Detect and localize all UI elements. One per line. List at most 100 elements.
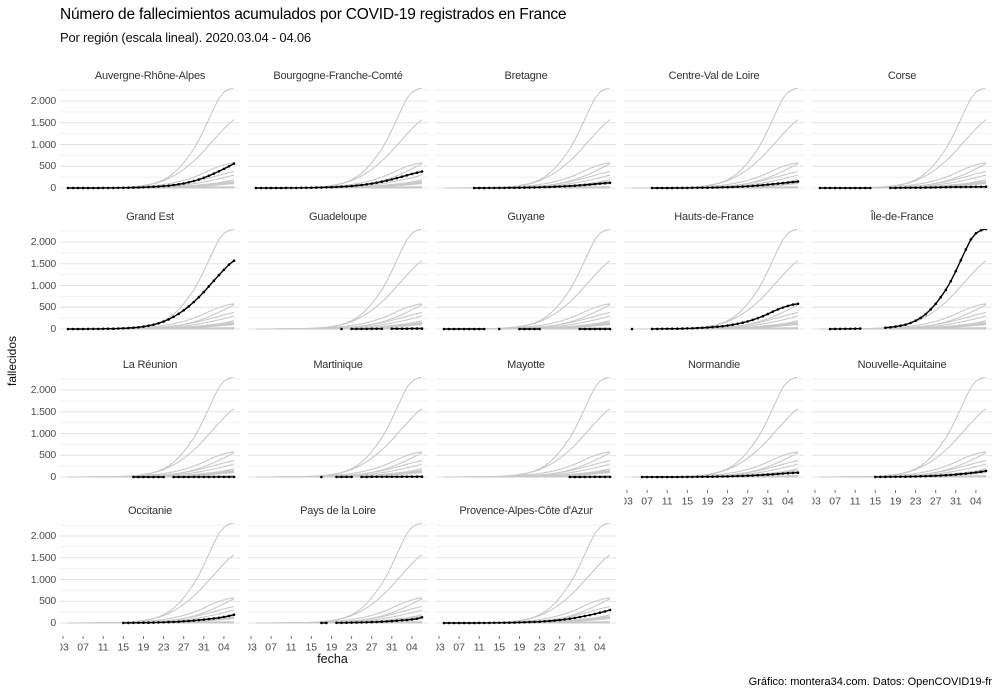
svg-text:03: 03 [624, 496, 633, 508]
facet-panel [248, 523, 428, 625]
facet-panel [436, 229, 616, 331]
svg-text:11: 11 [474, 642, 485, 654]
svg-text:11: 11 [662, 496, 673, 508]
facet-title: Pays de la Loire [300, 505, 376, 517]
facet-title: Grand Est [126, 211, 174, 223]
chart-subtitle: Por región (escala lineal). 2020.03.04 -… [60, 30, 311, 45]
svg-text:04: 04 [594, 642, 606, 654]
svg-text:31: 31 [574, 642, 586, 654]
svg-text:19: 19 [138, 642, 150, 654]
svg-text:27: 27 [930, 496, 942, 508]
svg-text:11: 11 [98, 642, 109, 654]
svg-text:27: 27 [366, 642, 378, 654]
facet-panel [436, 88, 616, 190]
y-axis-label: 500 [39, 160, 56, 173]
svg-text:27: 27 [178, 642, 190, 654]
x-axis-labels: 03 07 11 15 19 23 27 31 04 [624, 490, 794, 508]
y-axis-label: 1.500 [30, 257, 56, 270]
chart-caption: Gráfico: montera34.com. Datos: OpenCOVID… [748, 676, 992, 688]
facet-title: Mayotte [507, 359, 545, 371]
svg-text:07: 07 [77, 642, 89, 654]
y-axis-label: 500 [39, 301, 56, 314]
y-axis-label: 1.500 [30, 405, 56, 418]
svg-text:07: 07 [641, 496, 653, 508]
facet-title: Normandie [687, 359, 740, 371]
svg-text:31: 31 [950, 496, 962, 508]
facet-title: Hauts-de-France [674, 211, 754, 223]
facet-panel [248, 229, 428, 331]
facet-panel [436, 523, 616, 625]
svg-text:04: 04 [782, 496, 794, 508]
x-axis-labels: 03 07 11 15 19 23 27 31 04 [436, 636, 606, 654]
y-axis-label: 0 [50, 617, 56, 629]
x-axis-labels: 03 07 11 15 19 23 27 31 04 [812, 490, 982, 508]
y-axis-label: 2.000 [30, 530, 56, 542]
svg-text:04: 04 [406, 642, 418, 654]
svg-text:07: 07 [829, 496, 841, 508]
facet-title: Bretagne [504, 70, 548, 82]
svg-text:15: 15 [869, 496, 881, 508]
facet-panel [60, 523, 240, 625]
y-axis-label: 2.000 [30, 236, 56, 248]
svg-text:19: 19 [326, 642, 338, 654]
svg-text:03: 03 [248, 642, 257, 654]
svg-text:23: 23 [722, 496, 734, 508]
y-axis-label: 0 [50, 182, 56, 194]
facet-title: Provence-Alpes-Côte d'Azur [459, 505, 593, 517]
facet-title: Corse [887, 70, 917, 82]
facet-panel [812, 88, 992, 190]
y-axis-label: 1.500 [30, 116, 56, 129]
y-axis-label: 1.000 [30, 279, 56, 292]
svg-text:23: 23 [534, 642, 546, 654]
facet-title: Bourgogne-Franche-Comté [273, 70, 403, 82]
chart-title: Número de fallecimientos acumulados por … [60, 6, 567, 23]
svg-text:31: 31 [198, 642, 210, 654]
facet-title: Occitanie [127, 505, 173, 517]
svg-text:23: 23 [346, 642, 358, 654]
svg-text:03: 03 [436, 642, 445, 654]
facet-panel [248, 377, 428, 479]
facet-panel [60, 377, 240, 479]
facet-panel [60, 88, 240, 190]
facet-title: La Réunion [122, 359, 178, 371]
y-axis-label: 500 [39, 595, 56, 608]
svg-text:27: 27 [554, 642, 566, 654]
facet-panel [60, 229, 240, 331]
facet-title: Centre-Val de Loire [668, 70, 760, 82]
facet-panel [624, 229, 804, 331]
facet-title: Martinique [313, 359, 363, 371]
svg-text:19: 19 [890, 496, 902, 508]
facet-panel [624, 377, 804, 479]
y-axis-label: 2.000 [30, 95, 56, 107]
facet-title: Nouvelle-Aquitaine [857, 359, 947, 371]
facet-title: Île-de-France [870, 211, 934, 223]
svg-text:04: 04 [970, 496, 982, 508]
svg-text:15: 15 [493, 642, 505, 654]
svg-text:07: 07 [453, 642, 465, 654]
facet-panel [812, 377, 992, 479]
y-axis-label: 500 [39, 449, 56, 462]
svg-text:23: 23 [158, 642, 170, 654]
facet-title: Guadeloupe [309, 211, 367, 223]
svg-text:03: 03 [60, 642, 69, 654]
facet-panel [812, 229, 992, 331]
y-axis-label: 1.500 [30, 551, 56, 564]
facet-title: Guyane [507, 211, 545, 223]
y-axis-label: 1.000 [30, 138, 56, 151]
svg-text:03: 03 [812, 496, 821, 508]
svg-text:19: 19 [514, 642, 526, 654]
facet-panel [436, 377, 616, 479]
svg-text:11: 11 [286, 642, 297, 654]
svg-text:31: 31 [386, 642, 398, 654]
svg-text:04: 04 [218, 642, 230, 654]
y-axis-label: 2.000 [30, 384, 56, 396]
svg-text:15: 15 [117, 642, 129, 654]
svg-text:31: 31 [762, 496, 774, 508]
svg-text:07: 07 [265, 642, 277, 654]
x-axis-labels: 03 07 11 15 19 23 27 31 04 [60, 636, 230, 654]
svg-text:27: 27 [742, 496, 754, 508]
svg-text:23: 23 [910, 496, 922, 508]
x-axis-title: fecha [317, 652, 348, 666]
facet-panel [248, 88, 428, 190]
